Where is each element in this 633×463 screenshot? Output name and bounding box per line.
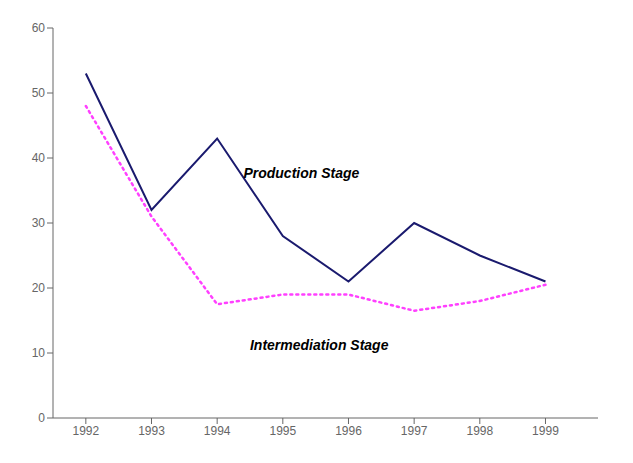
svg-text:0: 0 <box>38 411 45 425</box>
svg-text:60: 60 <box>32 21 46 35</box>
svg-text:1992: 1992 <box>72 424 99 438</box>
svg-text:1999: 1999 <box>532 424 559 438</box>
svg-text:10: 10 <box>32 346 46 360</box>
svg-text:1996: 1996 <box>335 424 362 438</box>
svg-text:Intermediation Stage: Intermediation Stage <box>250 337 389 353</box>
svg-text:1997: 1997 <box>401 424 428 438</box>
svg-text:1993: 1993 <box>138 424 165 438</box>
svg-text:Production Stage: Production Stage <box>243 165 359 181</box>
svg-text:50: 50 <box>32 86 46 100</box>
svg-text:1994: 1994 <box>204 424 231 438</box>
svg-text:1995: 1995 <box>269 424 296 438</box>
svg-text:1998: 1998 <box>466 424 493 438</box>
svg-text:20: 20 <box>32 281 46 295</box>
svg-text:30: 30 <box>32 216 46 230</box>
svg-text:40: 40 <box>32 151 46 165</box>
